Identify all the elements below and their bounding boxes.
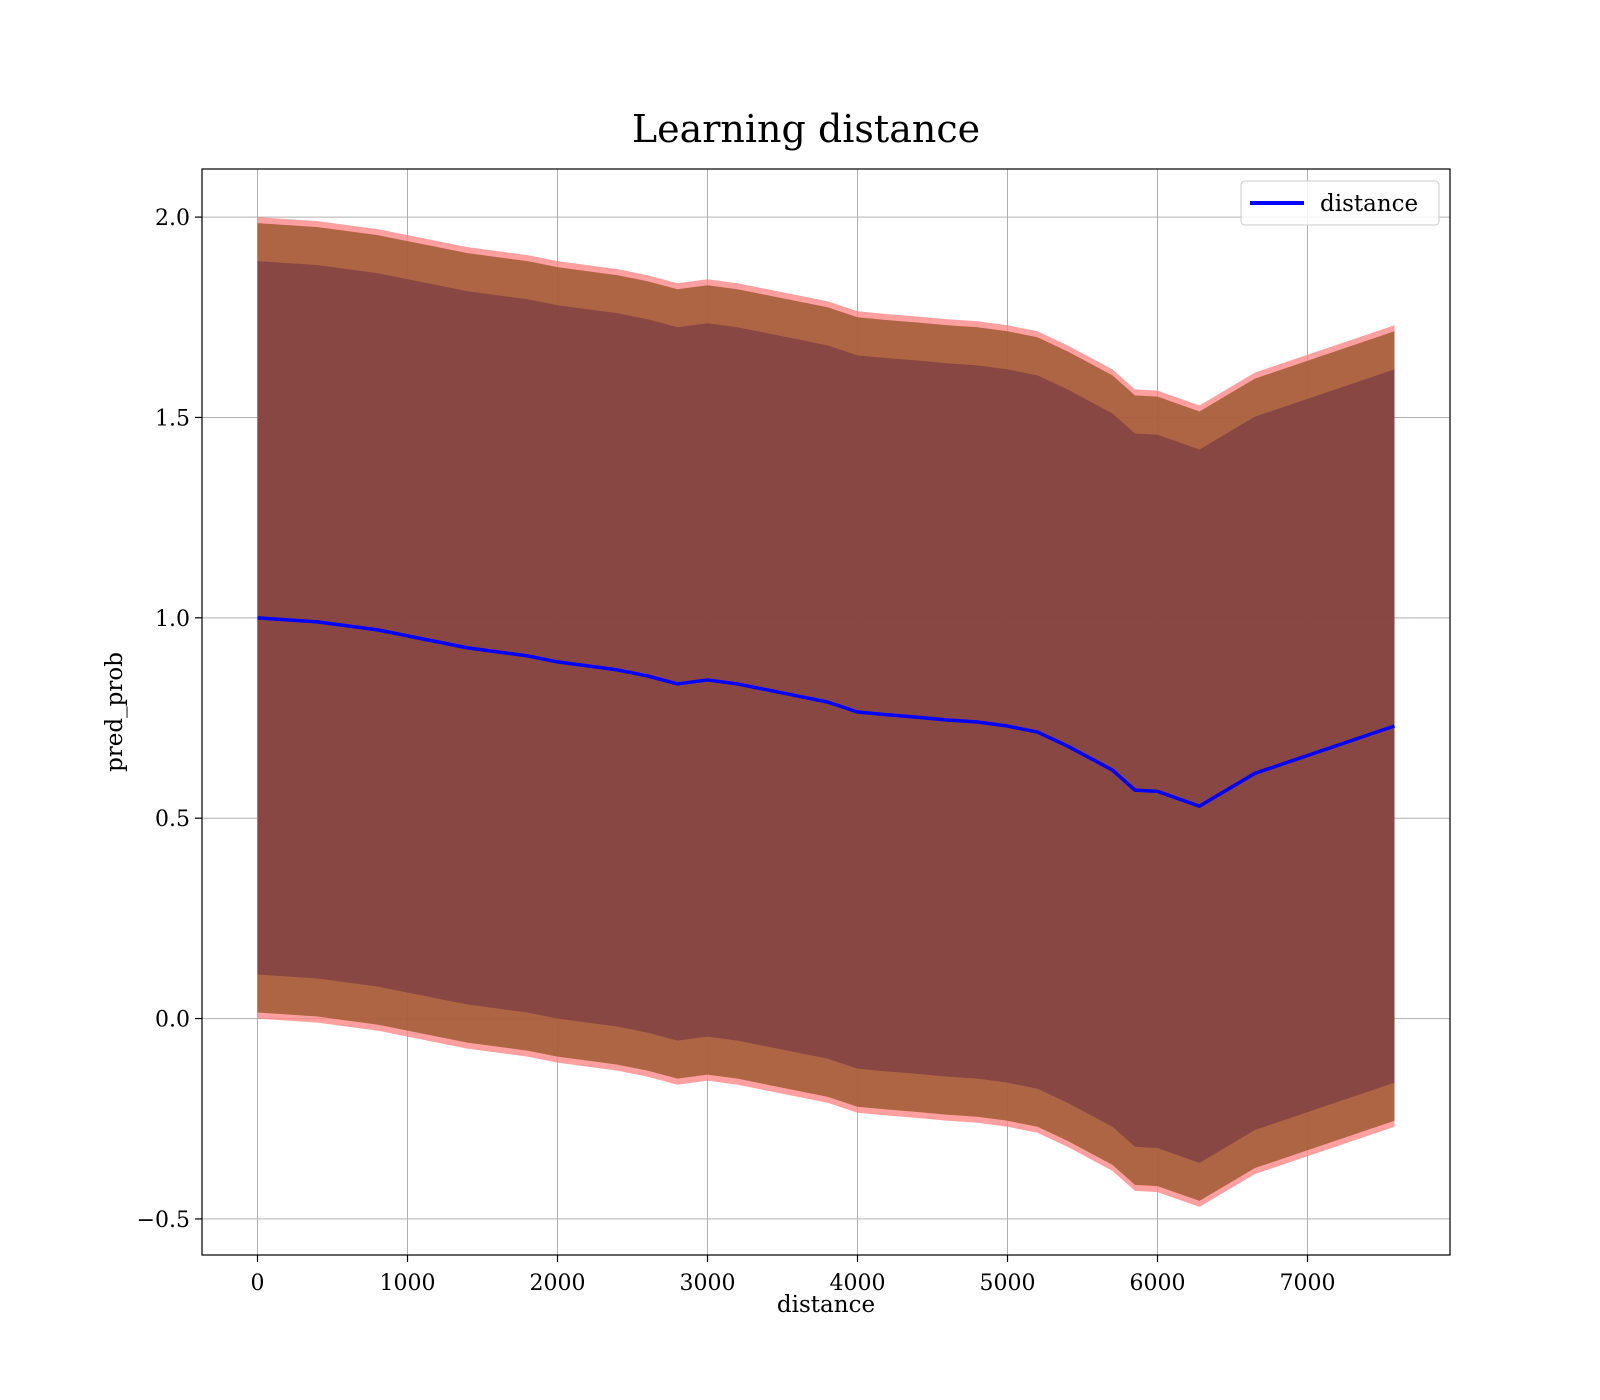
inner-band bbox=[257, 261, 1395, 1163]
chart-title: Learning distance bbox=[632, 107, 980, 151]
y-axis-ticks: −0.5 0.0 0.5 1.0 1.5 2.0 bbox=[137, 206, 202, 1233]
x-tick-label: 1000 bbox=[380, 1271, 436, 1296]
x-axis-ticks: 0 1000 2000 3000 4000 5000 6000 7000 bbox=[251, 1255, 1336, 1296]
y-tick-label: 2.0 bbox=[155, 206, 190, 231]
x-tick-label: 0 bbox=[251, 1271, 265, 1296]
series-lines bbox=[257, 616, 1396, 808]
legend-box bbox=[1240, 180, 1440, 226]
y-tick-label: 0.0 bbox=[155, 1008, 190, 1033]
legend: distance bbox=[1240, 180, 1440, 226]
legend-label-distance: distance bbox=[1320, 191, 1418, 217]
confidence-bands bbox=[257, 217, 1395, 1207]
x-tick-label: 5000 bbox=[980, 1271, 1036, 1296]
series-line-distance bbox=[257, 616, 1396, 808]
x-tick-label: 4000 bbox=[830, 1271, 886, 1296]
x-axis-label: distance bbox=[777, 1292, 875, 1318]
y-tick-label: 1.5 bbox=[155, 406, 190, 431]
x-tick-label: 6000 bbox=[1130, 1271, 1186, 1296]
y-axis-label: pred_prob bbox=[102, 652, 128, 772]
x-tick-label: 7000 bbox=[1280, 1271, 1336, 1296]
y-tick-label: −0.5 bbox=[137, 1208, 190, 1233]
x-tick-label: 3000 bbox=[680, 1271, 736, 1296]
x-tick-label: 2000 bbox=[530, 1271, 586, 1296]
y-tick-label: 1.0 bbox=[155, 607, 190, 632]
y-tick-label: 0.5 bbox=[155, 807, 190, 832]
plot-frame bbox=[201, 168, 1451, 1256]
